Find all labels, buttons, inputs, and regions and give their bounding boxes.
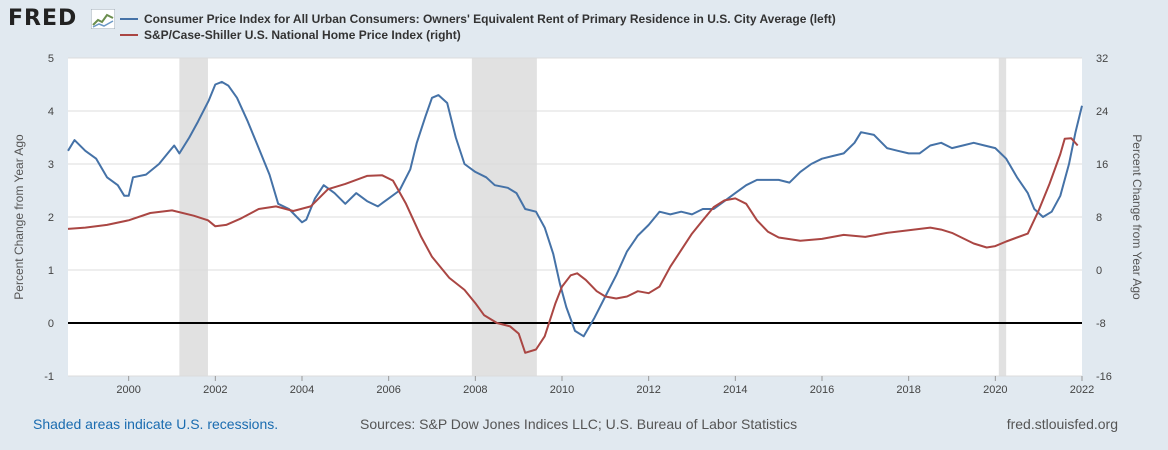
fred-logo[interactable]: FRED — [8, 6, 78, 31]
x-tick-label-10: 2020 — [983, 384, 1007, 396]
legend-swatch-right — [120, 34, 138, 36]
left-axis-label: Percent Change from Year Ago — [12, 134, 26, 300]
left-tick-label-3: 2 — [48, 212, 54, 224]
left-tick-label-0: -1 — [44, 371, 54, 383]
right-tick-label-2: 0 — [1096, 265, 1102, 277]
site-link[interactable]: fred.stlouisfed.org — [1006, 416, 1118, 432]
right-tick-label-5: 24 — [1096, 106, 1108, 118]
recession-note-link[interactable]: Shaded areas indicate U.S. recessions. — [33, 416, 279, 432]
x-tick-label-0: 2000 — [116, 384, 140, 396]
x-tick-label-11: 2022 — [1070, 384, 1094, 396]
series-line-right[interactable] — [67, 137, 1079, 354]
x-tick-label-9: 2018 — [896, 384, 920, 396]
legend-swatch-left — [120, 18, 138, 20]
x-tick-label-7: 2014 — [723, 384, 747, 396]
x-tick-label-3: 2006 — [376, 384, 400, 396]
series-line-left[interactable] — [67, 80, 1083, 338]
right-tick-label-6: 32 — [1096, 53, 1108, 65]
right-tick-label-3: 8 — [1096, 212, 1102, 224]
sources-text: Sources: S&P Dow Jones Indices LLC; U.S.… — [360, 416, 798, 432]
right-axis-label: Percent Change from Year Ago — [1130, 134, 1144, 300]
left-tick-label-6: 5 — [48, 53, 54, 65]
left-tick-label-1: 0 — [48, 318, 54, 330]
left-tick-label-5: 4 — [48, 106, 54, 118]
x-tick-label-8: 2016 — [810, 384, 834, 396]
chart-legend: Consumer Price Index for All Urban Consu… — [120, 11, 836, 43]
right-tick-label-0: -16 — [1096, 371, 1112, 383]
right-tick-label-1: -8 — [1096, 318, 1106, 330]
legend-label-left: Consumer Price Index for All Urban Consu… — [144, 12, 836, 26]
x-tick-label-4: 2008 — [463, 384, 487, 396]
chart-line-icon — [91, 9, 115, 29]
x-tick-label-1: 2002 — [203, 384, 227, 396]
x-tick-label-2: 2004 — [290, 384, 314, 396]
left-tick-label-2: 1 — [48, 265, 54, 277]
legend-label-right: S&P/Case-Shiller U.S. National Home Pric… — [144, 28, 461, 42]
legend-item-right-series[interactable]: S&P/Case-Shiller U.S. National Home Pric… — [120, 27, 836, 43]
right-tick-label-4: 16 — [1096, 159, 1108, 171]
left-tick-label-4: 3 — [48, 159, 54, 171]
line-chart[interactable]: -1 0 1 2 3 4 5 -16 -8 0 8 16 24 32 2000 2002 2004 2006 2… — [0, 0, 1168, 410]
x-tick-label-5: 2010 — [550, 384, 574, 396]
x-tick-label-6: 2012 — [636, 384, 660, 396]
legend-item-left-series[interactable]: Consumer Price Index for All Urban Consu… — [120, 11, 836, 27]
